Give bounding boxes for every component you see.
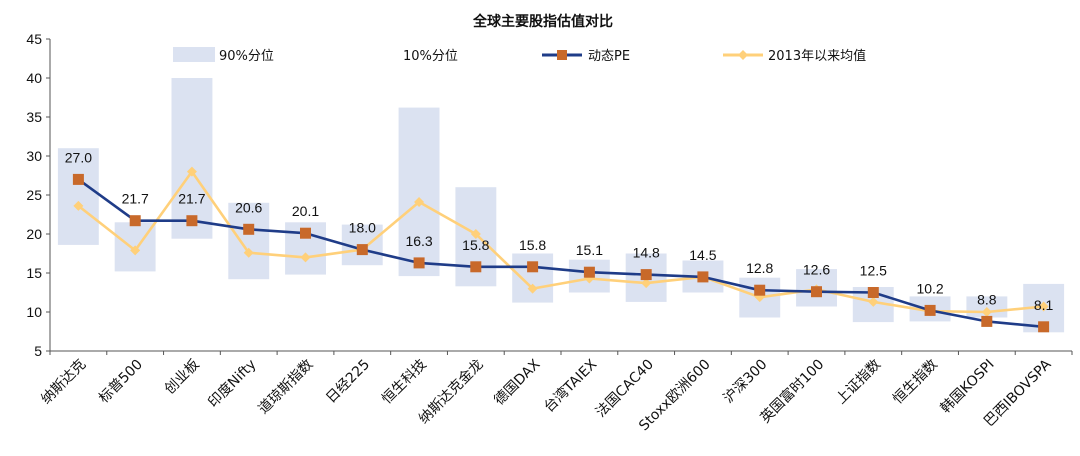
pe-value-label: 12.6 (803, 262, 830, 278)
pe-point (356, 244, 368, 256)
legend-band-label: 90%分位 (219, 49, 274, 64)
y-tick-label: 30 (26, 148, 42, 164)
pe-point (1038, 321, 1050, 333)
legend-pe-label: 动态PE (588, 49, 630, 64)
mean-point (641, 278, 652, 289)
legend-pe-marker (557, 50, 567, 60)
pe-value-label: 14.5 (689, 247, 716, 263)
y-axis: 5 10 15 20 25 30 35 40 45 (26, 31, 51, 359)
mean-point (470, 229, 481, 239)
mean-line-path (77, 170, 1044, 314)
x-category-label: 上证指数 (833, 357, 884, 408)
pe-value-label: 12.5 (860, 263, 887, 279)
legend-avg-label: 2013年以来均值 (768, 48, 866, 64)
pe-point (129, 215, 141, 227)
pe-value-label: 20.6 (235, 199, 262, 215)
y-tick-label: 25 (26, 187, 42, 203)
pe-point (243, 223, 255, 235)
pe-point (640, 269, 652, 281)
mean-point (243, 247, 254, 258)
pe-value-label: 15.8 (519, 237, 546, 253)
data-labels: 27.0 21.7 21.7 20.6 20.1 18.0 16.3 15.8 15.8 15.1… (65, 149, 1054, 312)
x-category-label: 印度Nifty (205, 357, 259, 411)
pe-point (72, 173, 84, 185)
x-category-label: 沪深300 (721, 357, 771, 407)
legend-band-swatch (173, 47, 215, 62)
pe-value-label: 21.7 (178, 191, 205, 207)
x-category-label: 标普500 (96, 357, 146, 407)
series-mean-line (73, 166, 1049, 317)
x-category-label: 韩国KOSPI (938, 357, 998, 417)
pe-point (754, 284, 766, 296)
pe-value-label: 8.1 (1034, 297, 1054, 313)
y-tick-label: 40 (26, 70, 42, 86)
mean-point (300, 252, 311, 263)
legend-low-label: 10%分位 (403, 49, 458, 64)
pe-point (924, 304, 936, 316)
mean-point (981, 307, 992, 317)
x-category-label: 台湾TAIEX (540, 356, 600, 416)
pe-point (300, 227, 311, 239)
percentile-band (228, 202, 270, 280)
pe-line-path (77, 178, 1044, 329)
mean-point (130, 245, 141, 256)
series-pe-line (72, 173, 1050, 333)
legend-avg-marker (738, 50, 748, 60)
x-category-label: 创业板 (162, 357, 203, 398)
y-tick-label: 10 (26, 304, 42, 320)
percentile-band (171, 78, 213, 239)
mean-point (868, 296, 879, 307)
pe-point (811, 286, 822, 298)
pe-point (981, 315, 993, 327)
pe-point (470, 261, 482, 273)
x-category-label: 恒生指数 (890, 357, 941, 408)
pe-value-label: 14.8 (633, 245, 660, 261)
pe-value-label: 18.0 (349, 220, 376, 236)
pe-value-label: 27.0 (65, 149, 92, 165)
chart-title: 全球主要股指估值对比 (472, 13, 613, 30)
pe-point (583, 266, 595, 278)
y-tick-label: 45 (26, 31, 42, 47)
pe-value-label: 20.1 (292, 203, 319, 219)
mean-point (414, 197, 425, 208)
pe-point (697, 271, 709, 283)
mean-point (527, 283, 538, 294)
mean-point (1038, 301, 1049, 312)
pe-value-label: 21.7 (122, 191, 149, 207)
pe-point (867, 287, 879, 298)
y-tick-label: 35 (26, 109, 42, 125)
pe-value-label: 16.3 (405, 233, 432, 249)
pe-value-label: 12.8 (746, 260, 773, 276)
legend: 90%分位 10%分位 动态PE 2013年以来均值 (173, 47, 866, 64)
percentile-band (398, 107, 440, 277)
x-axis: 纳斯达克 标普500 创业板 印度Nifty道琼斯指数 日经225 恒生科技纳斯达克金龙德… (38, 350, 1073, 434)
y-tick-label: 20 (26, 226, 42, 242)
pe-point (186, 215, 198, 227)
mean-point (73, 200, 84, 211)
x-category-label: 日经225 (323, 357, 373, 407)
pe-value-label: 10.2 (916, 280, 943, 296)
mean-point (186, 166, 197, 177)
x-category-label: 纳斯达克 (38, 357, 89, 408)
percentile-band (57, 148, 99, 245)
pe-value-label: 15.8 (462, 237, 489, 253)
percentile-band (512, 253, 554, 303)
pe-point (527, 261, 539, 273)
pe-value-label: 15.1 (576, 242, 603, 258)
x-category-label: 道琼斯指数 (256, 357, 317, 418)
percentile-bands (57, 78, 1065, 333)
x-category-label: 恒生科技 (379, 357, 430, 408)
y-tick-label: 15 (26, 265, 42, 281)
y-tick-label: 5 (34, 343, 42, 359)
x-category-label: 德国DAX (491, 356, 543, 408)
pe-value-label: 8.8 (977, 291, 997, 307)
pe-point (413, 257, 425, 269)
